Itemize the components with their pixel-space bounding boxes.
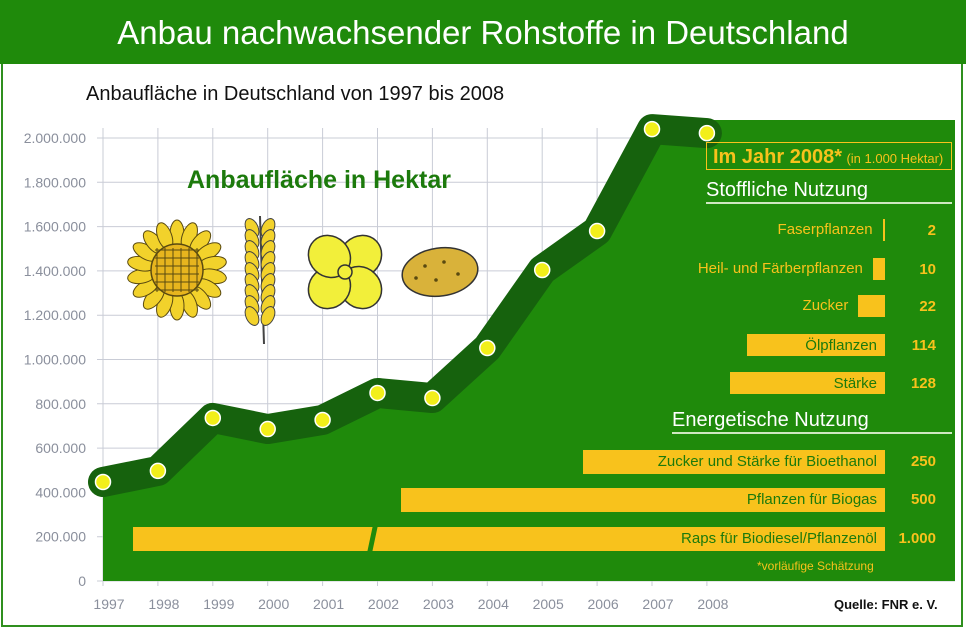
y-tick-label: 600.000 xyxy=(35,440,86,456)
y-tick-label: 0 xyxy=(78,573,86,589)
x-tick-label: 2005 xyxy=(533,596,564,612)
bar xyxy=(747,334,885,356)
bar-value: 128 xyxy=(910,375,936,392)
x-tick-label: 2006 xyxy=(588,596,619,612)
grain xyxy=(260,306,276,326)
bar-value: 250 xyxy=(910,453,936,470)
data-point xyxy=(369,384,386,402)
y-tick-label: 400.000 xyxy=(35,484,86,500)
potato-eye xyxy=(414,276,418,280)
potato xyxy=(401,246,479,298)
flower-center xyxy=(337,264,353,280)
x-tick-label: 2008 xyxy=(697,596,728,612)
data-point xyxy=(643,120,661,138)
wheat-icon xyxy=(244,215,276,345)
y-tick-label: 200.000 xyxy=(35,529,86,545)
data-point xyxy=(424,389,441,407)
bar-row: Zucker 22 xyxy=(0,295,966,319)
potato-eye xyxy=(434,278,438,282)
y-tick-label: 1.800.000 xyxy=(24,174,86,190)
bar-label: Zucker xyxy=(802,297,849,314)
bar-row: Zucker und Stärke für Bioethanol 250 xyxy=(0,450,966,474)
potato-icon xyxy=(401,246,479,298)
bar-value: 2 xyxy=(927,222,936,239)
sunflower-center xyxy=(150,243,204,297)
source: Quelle: FNR e. V. xyxy=(834,597,938,612)
year-box-unit: (in 1.000 Hektar) xyxy=(846,151,944,166)
bar xyxy=(882,219,885,241)
rapeseed-flower-icon xyxy=(307,234,383,310)
data-point xyxy=(314,411,331,429)
potato-eye xyxy=(456,272,460,276)
y-tick-label: 1.200.000 xyxy=(24,307,86,323)
data-point xyxy=(698,124,716,142)
x-tick-label: 1999 xyxy=(203,596,234,612)
potato-eye xyxy=(423,264,427,268)
footnote: *vorläufige Schätzung xyxy=(757,559,874,573)
trend-band xyxy=(88,114,722,497)
y-tick-label: 1.600.000 xyxy=(24,219,86,235)
page-title: Anbau nachwachsender Rohstoffe in Deutsc… xyxy=(0,0,966,64)
bar xyxy=(133,527,885,551)
y-tick-label: 2.000.000 xyxy=(24,130,86,146)
section-energetische: Energetische Nutzung xyxy=(672,409,952,434)
potato-eye xyxy=(442,260,446,264)
bar xyxy=(582,450,885,474)
bar-value: 10 xyxy=(919,261,936,278)
bar xyxy=(401,488,885,512)
x-tick-label: 2004 xyxy=(478,596,509,612)
bar-label: Heil- und Färberpflanzen xyxy=(697,260,863,277)
bar-row: Raps für Biodiesel/Pflanzenöl 1.000 xyxy=(0,525,966,553)
bar-value: 500 xyxy=(910,491,936,508)
y-tick-label: 1.000.000 xyxy=(24,352,86,368)
data-point xyxy=(533,261,551,279)
data-point xyxy=(479,339,496,357)
bar-value: 22 xyxy=(919,298,936,315)
bar-label: Ölpflanzen xyxy=(805,337,877,354)
bar xyxy=(872,258,885,280)
grain xyxy=(244,306,260,326)
bar xyxy=(730,372,885,394)
bar-label: Pflanzen für Biogas xyxy=(746,491,877,508)
chart-label: Anbaufläche in Hektar xyxy=(187,166,451,194)
x-tick-label: 2003 xyxy=(423,596,454,612)
x-tick-label: 1998 xyxy=(148,596,179,612)
x-tick-label: 1997 xyxy=(93,596,124,612)
year-box-header: Im Jahr 2008* (in 1.000 Hektar) xyxy=(706,142,952,170)
data-point xyxy=(149,462,167,480)
bar xyxy=(858,295,885,317)
bar-label: Raps für Biodiesel/Pflanzenöl xyxy=(681,530,877,547)
data-point xyxy=(94,473,112,491)
bar-label: Stärke xyxy=(833,375,877,392)
x-tick-label: 2002 xyxy=(368,596,399,612)
bar-row: Ölpflanzen 114 xyxy=(0,334,966,358)
bar-value: 1.000 xyxy=(898,530,936,547)
y-tick-label: 800.000 xyxy=(35,396,86,412)
bar-row: Pflanzen für Biogas 500 xyxy=(0,488,966,512)
data-point xyxy=(259,420,276,438)
bar-row: Faserpflanzen 2 xyxy=(0,219,966,243)
chart-subtitle: Anbaufläche in Deutschland von 1997 bis … xyxy=(86,83,505,105)
section-stoffliche: Stoffliche Nutzung xyxy=(706,179,952,204)
y-tick-label: 1.400.000 xyxy=(24,263,86,279)
bar-label: Zucker und Stärke für Bioethanol xyxy=(657,453,877,470)
x-tick-label: 2000 xyxy=(258,596,289,612)
data-point xyxy=(204,409,222,427)
bar-label: Faserpflanzen xyxy=(777,221,873,238)
data-point xyxy=(588,222,606,240)
year-box-title: Im Jahr 2008* xyxy=(713,146,842,168)
bar-row: Heil- und Färberpflanzen 10 xyxy=(0,258,966,282)
x-tick-label: 2001 xyxy=(313,596,344,612)
x-tick-label: 2007 xyxy=(642,596,673,612)
bar-value: 114 xyxy=(911,337,936,354)
sunflower-icon xyxy=(127,219,227,321)
bar-row: Stärke 128 xyxy=(0,372,966,396)
